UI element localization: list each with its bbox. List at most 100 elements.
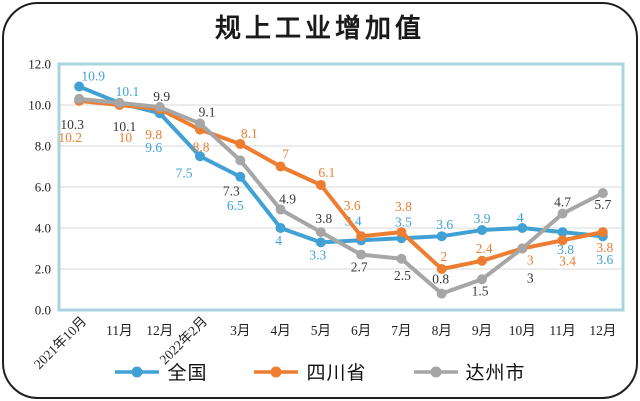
y-axis-tick-label: 2.0 <box>35 262 51 277</box>
data-label-national: 3.9 <box>474 211 491 226</box>
data-point-sichuan <box>396 227 407 238</box>
y-axis-tick-label: 4.0 <box>35 221 51 236</box>
data-label-national: 6.5 <box>227 198 244 213</box>
data-label-national: 3.4 <box>345 213 362 228</box>
data-point-sichuan <box>275 161 286 172</box>
data-point-sichuan <box>477 255 487 266</box>
data-point-dazhou <box>477 274 487 285</box>
data-label-sichuan: 2.4 <box>476 241 493 256</box>
x-axis-tick-label: 4月 <box>270 323 290 338</box>
data-point-dazhou <box>517 243 528 254</box>
legend-item-national: 全国 <box>114 358 207 385</box>
line-dot-marker-icon <box>413 366 458 377</box>
x-axis-tick-label: 9月 <box>472 323 492 338</box>
data-label-dazhou: 2.7 <box>351 260 368 275</box>
data-point-dazhou <box>315 227 326 238</box>
data-point-national <box>275 223 286 233</box>
data-label-sichuan: 8.1 <box>241 126 258 141</box>
data-label-sichuan: 2 <box>440 249 447 264</box>
data-label-sichuan: 3.6 <box>344 198 361 213</box>
x-axis-tick-label: 5月 <box>311 323 331 338</box>
legend-item-dazhou: 达州市 <box>413 358 526 385</box>
data-label-national: 4 <box>517 210 524 225</box>
data-label-dazhou: 9.1 <box>199 104 216 119</box>
data-point-national <box>477 225 487 236</box>
data-point-dazhou <box>235 155 246 166</box>
data-label-sichuan: 7 <box>282 147 289 162</box>
data-label-dazhou: 4.7 <box>554 195 571 210</box>
data-label-national: 9.6 <box>145 140 162 155</box>
data-label-sichuan: 3 <box>527 253 534 268</box>
legend-item-sichuan: 四川省 <box>253 358 366 385</box>
data-label-sichuan: 3.8 <box>395 199 412 214</box>
data-point-national <box>235 171 246 182</box>
data-label-sichuan: 3.4 <box>559 253 576 268</box>
data-label-sichuan: 3.8 <box>596 240 613 255</box>
data-label-dazhou: 9.9 <box>153 89 170 104</box>
data-point-dazhou <box>396 253 407 264</box>
series-line-dazhou <box>77 96 605 296</box>
line-dot-marker-icon <box>115 366 160 377</box>
data-label-national: 10.9 <box>81 69 105 84</box>
data-point-national <box>517 223 528 233</box>
data-point-sichuan <box>315 179 326 190</box>
data-label-national: 4 <box>275 233 282 248</box>
x-axis-tick-label: 8月 <box>432 323 452 338</box>
data-point-national <box>74 81 85 92</box>
data-point-dazhou <box>74 93 85 104</box>
data-point-national <box>315 237 326 248</box>
y-axis-tick-label: 12.0 <box>28 57 51 72</box>
data-label-national: 3.6 <box>596 252 613 267</box>
data-label-sichuan: 6.1 <box>318 165 335 180</box>
plot-area-border <box>57 62 625 312</box>
x-axis-tick-label: 12月 <box>589 323 616 338</box>
x-axis-tick-label: 12月 <box>146 323 173 338</box>
x-axis-tick-label: 3月 <box>230 323 250 338</box>
data-label-dazhou: 2.5 <box>394 268 411 283</box>
x-axis-tick-label: 11月 <box>106 323 133 338</box>
data-label-national: 10.1 <box>116 84 140 99</box>
data-point-national <box>195 151 205 162</box>
data-point-dazhou <box>557 208 568 219</box>
data-label-national: 3.6 <box>436 217 453 232</box>
data-point-sichuan <box>235 138 246 149</box>
data-label-dazhou: 4.9 <box>279 192 296 207</box>
data-label-dazhou: 0.8 <box>432 272 449 287</box>
data-label-dazhou: 7.3 <box>223 183 240 198</box>
data-point-dazhou <box>154 102 165 113</box>
x-axis-tick-label: 10月 <box>509 323 536 338</box>
series-line-sichuan <box>77 98 605 271</box>
legend-label-dazhou: 达州市 <box>465 363 526 384</box>
data-label-dazhou: 10.1 <box>113 119 137 134</box>
data-label-sichuan: 8.8 <box>193 140 210 155</box>
data-point-sichuan <box>557 235 568 246</box>
data-label-dazhou: 10.3 <box>60 117 84 132</box>
y-axis-tick-label: 10.0 <box>28 98 51 113</box>
chart-title: 规上工业增加值 <box>214 13 425 43</box>
data-point-dazhou <box>436 288 447 299</box>
data-point-dazhou <box>597 188 608 199</box>
data-point-dazhou <box>114 97 125 108</box>
data-label-dazhou: 5.7 <box>594 197 611 212</box>
y-axis-tick-label: 6.0 <box>35 180 51 195</box>
data-label-sichuan: 10 <box>119 130 133 145</box>
data-label-national: 3.3 <box>309 247 326 262</box>
data-point-dazhou <box>195 118 205 129</box>
y-axis-tick-label: 8.0 <box>35 139 51 154</box>
data-point-sichuan <box>356 231 367 242</box>
line-dot-marker-icon <box>254 366 299 377</box>
data-label-sichuan: 10.2 <box>58 130 82 145</box>
x-axis-tick-label: 11月 <box>549 323 576 338</box>
data-label-national: 3.5 <box>395 214 412 229</box>
legend: 全国 四川省 达州市 <box>0 358 640 385</box>
data-point-dazhou <box>275 204 286 215</box>
data-label-dazhou: 3.8 <box>315 211 332 226</box>
legend-label-national: 全国 <box>167 363 208 384</box>
data-label-sichuan: 9.8 <box>145 127 162 142</box>
x-axis-tick-label: 6月 <box>351 323 371 338</box>
data-point-national <box>436 231 447 242</box>
data-point-national <box>557 227 568 238</box>
data-point-sichuan <box>597 227 608 238</box>
